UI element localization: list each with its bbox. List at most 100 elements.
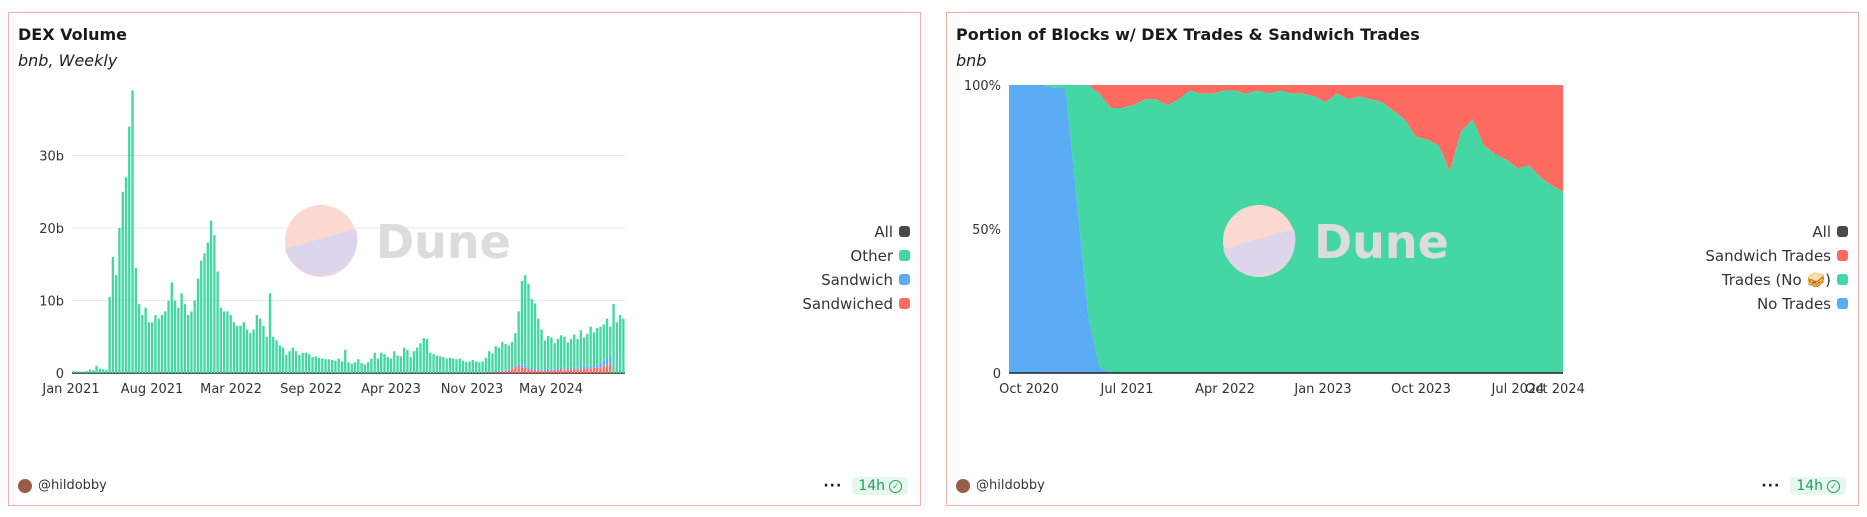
author-name: @hildobby — [976, 478, 1045, 493]
other-bar — [330, 359, 334, 373]
other-bar — [514, 333, 517, 366]
other-bar — [75, 371, 79, 373]
other-bar — [321, 358, 324, 373]
other-bar — [389, 358, 393, 373]
other-bar — [533, 303, 537, 369]
legend-item[interactable]: Sandwich — [802, 268, 910, 292]
legend-item[interactable]: All — [1705, 220, 1848, 244]
other-bar — [88, 369, 92, 373]
more-options-icon[interactable]: ··· — [823, 478, 843, 494]
sandwich-bar — [510, 367, 514, 369]
sandwich-bar — [563, 369, 566, 371]
y-tick-label: 50% — [972, 223, 1001, 238]
sandwiched-bar — [599, 367, 602, 373]
author-link[interactable]: @hildobby — [956, 478, 1045, 493]
other-bar — [471, 359, 475, 373]
other-bar — [232, 322, 236, 373]
other-bar — [566, 342, 569, 368]
sandwich-bar — [596, 364, 599, 368]
other-bar — [517, 311, 520, 364]
legend-swatch — [1837, 250, 1848, 261]
other-bar — [396, 355, 399, 373]
legend-item[interactable]: Sandwiched — [802, 292, 910, 316]
legend-swatch — [1837, 226, 1848, 237]
other-bar — [124, 177, 128, 373]
x-tick-label: May 2024 — [519, 382, 583, 397]
other-bar — [236, 325, 239, 373]
other-bar — [599, 326, 602, 363]
sandwich-bar — [514, 365, 517, 368]
sandwiched-bar — [540, 370, 543, 373]
other-bar — [164, 311, 167, 373]
other-bar — [540, 329, 543, 370]
author-link[interactable]: @hildobby — [18, 478, 107, 493]
other-bar — [226, 311, 229, 373]
sandwich-bar — [520, 364, 524, 368]
other-bar — [458, 358, 461, 373]
check-circle-icon: ✓ — [889, 479, 902, 493]
sandwiched-bar — [566, 369, 569, 373]
sandwiched-bar — [592, 367, 596, 373]
sandwich-bar — [501, 370, 504, 372]
other-bar — [193, 300, 196, 373]
other-bar — [425, 338, 429, 373]
other-bar — [494, 346, 497, 372]
sandwich-bar — [553, 368, 556, 371]
sandwich-bar — [517, 363, 520, 366]
sandwiched-bar — [550, 370, 553, 373]
other-bar — [445, 358, 448, 373]
footer-actions: ··· 14h ✓ — [1761, 477, 1846, 495]
legend-item[interactable]: No Trades — [1705, 292, 1848, 316]
sandwiched-bar — [533, 370, 537, 373]
dex-volume-chart: 0 10b 20b 30b Dune Jan 2021 Aug 2021 Mar 2022 Se… — [39, 90, 625, 397]
freshness-badge[interactable]: 14h ✓ — [852, 477, 908, 495]
other-bar — [537, 318, 540, 370]
other-bar — [438, 356, 442, 373]
legend-item[interactable]: All — [802, 220, 910, 244]
sandwich-bar — [550, 370, 553, 371]
sandwich-bar — [488, 371, 491, 373]
sandwich-bar — [599, 362, 602, 368]
other-bar — [344, 349, 347, 373]
other-bar — [242, 322, 245, 373]
other-bar — [222, 311, 226, 373]
x-tick-label: Jul 2021 — [1100, 382, 1154, 397]
sandwiched-bar — [488, 372, 491, 373]
other-bar — [478, 362, 481, 373]
more-options-icon[interactable]: ··· — [1761, 478, 1781, 494]
sandwich-bar — [589, 366, 592, 369]
sandwiched-bar — [517, 365, 520, 373]
other-bar — [177, 307, 180, 373]
x-tick-label: Jan 2021 — [41, 382, 99, 397]
other-bar — [527, 283, 530, 368]
other-bar — [360, 362, 363, 373]
other-bar — [612, 304, 615, 373]
sandwiched-bar — [514, 367, 517, 373]
other-bar — [281, 347, 285, 373]
other-bar — [337, 358, 340, 373]
other-bar — [399, 356, 403, 373]
other-bar — [147, 322, 151, 373]
other-bar — [304, 352, 308, 373]
other-bar — [160, 315, 164, 373]
other-bar — [314, 356, 317, 373]
legend-item[interactable]: Other — [802, 244, 910, 268]
x-tick-label: Apr 2023 — [361, 382, 421, 397]
other-bar — [556, 338, 560, 368]
dune-wordmark: Dune — [1314, 215, 1449, 269]
legend-item[interactable]: Trades (No 🥪) — [1705, 268, 1848, 292]
other-bar — [592, 332, 596, 366]
other-bar — [520, 280, 524, 365]
freshness-text: 14h — [858, 478, 885, 494]
other-bar — [150, 322, 154, 373]
other-bar — [245, 329, 249, 373]
other-bar — [72, 370, 75, 373]
legend-item[interactable]: Sandwich Trades — [1705, 244, 1848, 268]
other-bar — [131, 90, 134, 373]
author-name: @hildobby — [38, 478, 107, 493]
other-bar — [546, 336, 550, 369]
legend-swatch — [899, 226, 910, 237]
legend-swatch — [899, 250, 910, 261]
other-bar — [128, 126, 131, 373]
freshness-badge[interactable]: 14h ✓ — [1790, 477, 1846, 495]
